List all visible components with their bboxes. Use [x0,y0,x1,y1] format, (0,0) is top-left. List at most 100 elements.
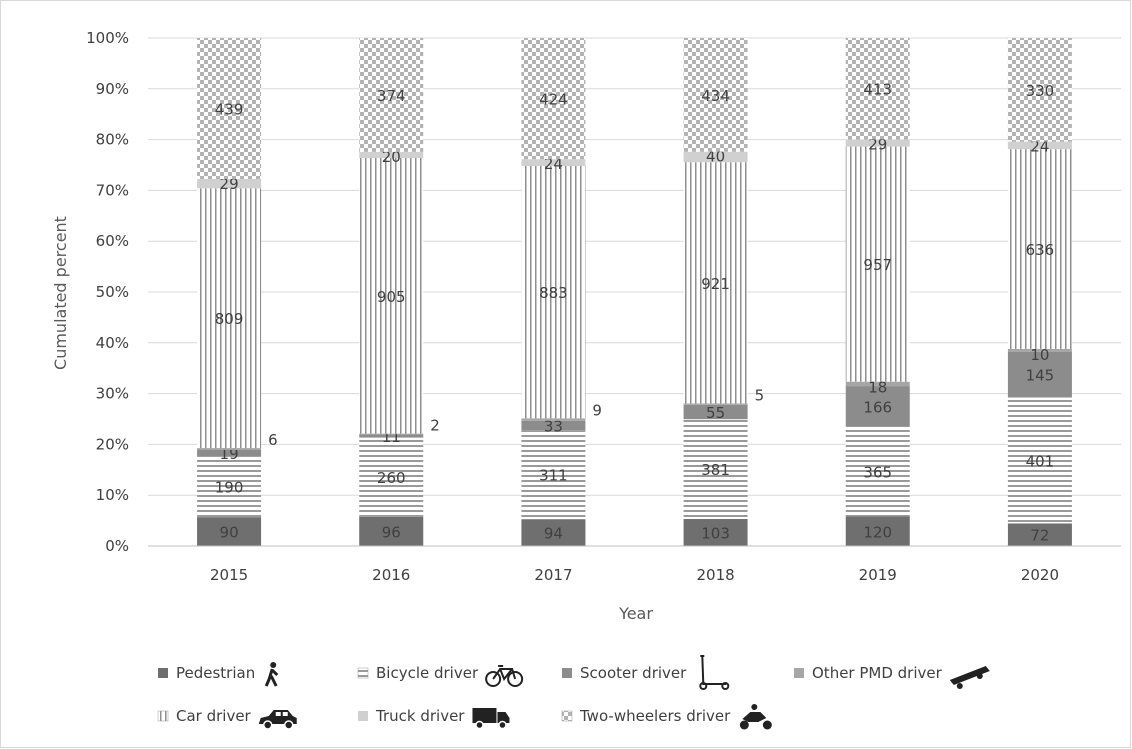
bar-segment-two-wheelers-driver [1007,38,1072,142]
legend-item: Two-wheelers driver [561,704,772,730]
data-label: 90 [220,524,239,542]
data-label: 9 [592,401,602,419]
data-label: 401 [1026,452,1055,470]
bar-segment-truck-driver [197,178,262,189]
bar-segment-other-pmd-driver [359,433,424,435]
data-label: 33 [544,418,563,436]
bar-segment-truck-driver [1007,141,1072,150]
bar-segment-car-driver [521,166,586,419]
bar-segment-bicycle-driver [521,430,586,520]
bicycle-icon [492,665,517,681]
legend-label: Truck driver [375,707,465,725]
legend-item: Car driver [157,707,297,730]
bar-segment-car-driver [1007,149,1072,349]
legend-label: Scooter driver [580,664,687,682]
bar-segment-pedestrian [683,519,748,546]
bar-segment-bicycle-driver [683,419,748,520]
data-label: 96 [382,523,401,541]
bar-segment-truck-driver [845,139,910,147]
legend-label: Pedestrian [176,664,255,682]
x-axis-title: Year [618,604,653,623]
y-tick-label: 70% [96,181,129,199]
pedestrian-icon [264,668,279,687]
motorcycle-icon [751,704,758,710]
legend-item: Other PMD driver [794,664,990,689]
skateboard-icon [956,683,963,689]
data-label: 24 [1030,138,1049,156]
data-label: 424 [539,91,568,109]
y-tick-label: 40% [96,334,129,352]
x-tick-label: 2020 [1021,566,1059,584]
x-tick-label: 2018 [696,566,734,584]
data-label: 120 [863,523,892,541]
legend-swatch [358,711,368,721]
car-icon [275,712,281,716]
axes: 0%10%20%30%40%50%60%70%80%90%100%2015 201… [86,29,1121,584]
bar-segment-pedestrian [359,516,424,546]
y-tick-label: 80% [96,131,129,149]
truck-icon [498,720,507,730]
y-tick-label: 30% [96,385,129,403]
bar-segment-bicycle-driver [359,437,424,517]
legend-label: Two-wheelers driver [579,707,731,725]
y-tick-label: 50% [96,283,129,301]
bar-segment-pedestrian [521,519,586,546]
bar-segment-scooter-driver [359,434,424,438]
data-label: 434 [701,87,730,105]
y-tick-label: 100% [86,29,129,47]
data-label: 413 [863,81,892,99]
data-label: 439 [215,100,244,118]
data-label: 5 [755,386,765,404]
data-label: 29 [220,175,239,193]
legend-label: Bicycle driver [376,664,479,682]
legend-item: Pedestrian [158,662,279,687]
bar-segment-two-wheelers-driver [197,38,262,179]
legend-swatch [794,668,804,678]
legend-label: Car driver [176,707,252,725]
y-axis-title: Cumulated percent [51,216,70,370]
legend-swatch [561,710,573,722]
data-label: 72 [1030,527,1049,545]
data-label: 883 [539,284,568,302]
bar-segment-scooter-driver [197,449,262,457]
bar-segment-car-driver [845,146,910,382]
data-label: 145 [1026,367,1055,385]
data-label: 24 [544,155,563,173]
bars: 9019019680929439962601129052037494311339… [197,38,1072,546]
data-label: 20 [382,148,401,166]
bar-segment-truck-driver [683,151,748,163]
data-label: 636 [1026,241,1055,259]
bar-segment-car-driver [197,188,262,449]
motorcycle-icon [739,720,749,730]
bar-segment-other-pmd-driver [683,403,748,405]
data-label: 374 [377,87,406,105]
pedestrian-icon [270,662,277,668]
data-label: 94 [544,525,563,543]
y-tick-label: 20% [96,435,129,453]
bar-segment-bicycle-driver [845,426,910,517]
legend-item: Truck driver [358,707,510,730]
bar-segment-truck-driver [359,151,424,158]
scooter-icon [721,682,730,690]
data-label: 957 [863,256,892,274]
data-label: 190 [215,479,244,497]
bar-segment-two-wheelers-driver [521,38,586,160]
truck-icon [475,720,484,730]
data-label: 2 [430,417,440,435]
data-label: 809 [215,310,244,328]
bicycle-icon [507,671,524,687]
bar-segment-car-driver [359,157,424,434]
legend-swatch [157,710,169,722]
bar-segment-two-wheelers-driver [683,38,748,152]
bar-segment-truck-driver [521,159,586,166]
data-label: 40 [706,148,725,166]
legend: Pedestrian Bicycle driver Scooter driver Ot… [157,655,990,730]
bar-segment-scooter-driver [1007,351,1072,398]
bar-segment-other-pmd-driver [1007,348,1072,352]
bar-segment-other-pmd-driver [845,381,910,387]
data-label: 260 [377,469,406,487]
y-tick-label: 60% [96,232,129,250]
x-tick-label: 2019 [859,566,897,584]
